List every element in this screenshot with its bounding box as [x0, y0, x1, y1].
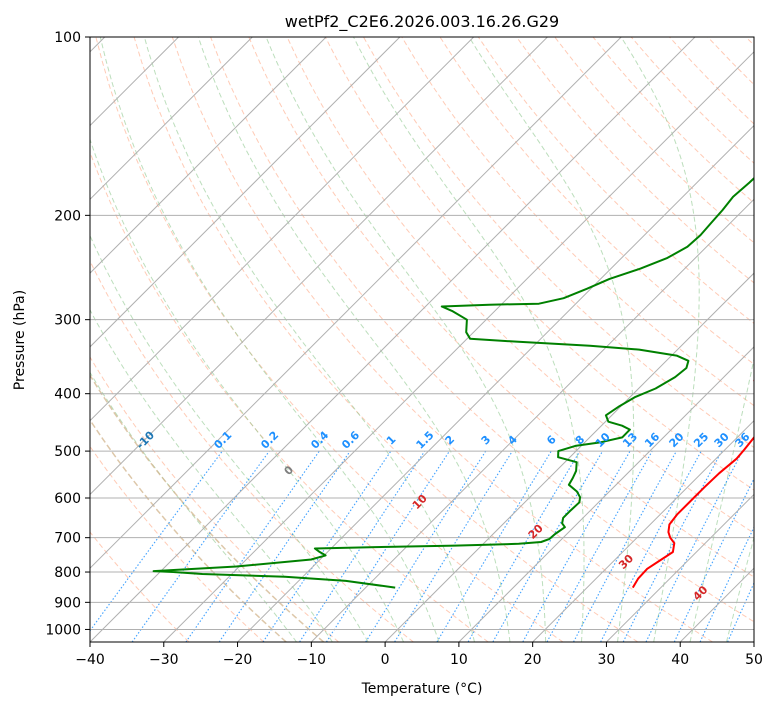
dendritic-growth-lines — [90, 373, 325, 642]
moist-adiabat-line — [197, 37, 511, 642]
dry-adiabat-line — [90, 150, 489, 642]
mixing-ratio-line — [185, 450, 320, 642]
mixing-ratio-line — [573, 450, 677, 642]
dry-adiabat-line — [439, 37, 754, 365]
isotherm-gridline — [90, 37, 548, 496]
y-tick-label: 900 — [54, 595, 81, 611]
moist-adiabat-line — [90, 308, 333, 642]
plot-area — [90, 37, 754, 642]
dry-adiabat-line — [90, 356, 339, 642]
isotherm-gridline — [163, 51, 754, 642]
mixing-ratio-line — [90, 450, 223, 632]
moist-adiabat-line — [726, 535, 754, 642]
y-tick-label: 600 — [54, 491, 81, 507]
dry-adiabat-line — [90, 445, 265, 642]
chart-title: wetPf2_C2E6.2026.003.16.26.G29 — [285, 12, 559, 32]
dry-adiabat-line — [133, 37, 639, 642]
plot-layers: -100-90-80-70-60-50-40-30-20-100.10.20.4… — [90, 37, 754, 642]
moist-adiabat-line — [620, 37, 700, 642]
y-tick-label: 800 — [54, 565, 81, 581]
y-tick-label: 500 — [54, 444, 81, 460]
isotherm-gridline — [90, 37, 622, 569]
x-tick-label: 30 — [598, 652, 616, 668]
x-tick-label: −20 — [223, 652, 253, 668]
sounding-profiles — [152, 176, 754, 589]
isotherm-gridline — [237, 124, 754, 642]
y-tick-label: 700 — [54, 531, 81, 547]
dry-adiabat-line — [516, 37, 754, 284]
mixing-ratio-line — [262, 450, 392, 642]
mixing-ratio-line — [546, 450, 653, 642]
y-axis-title: Pressure (hPa) — [12, 290, 28, 390]
dry-adiabat-line — [248, 37, 754, 578]
moist-adiabat-line — [689, 356, 754, 642]
x-tick-label: 40 — [671, 652, 689, 668]
dry-adiabat-line — [171, 37, 713, 642]
mixing-ratio-line — [436, 450, 552, 642]
isotherm-gridline — [90, 37, 327, 274]
mixing-ratio-line — [325, 450, 450, 642]
moist-adiabats — [90, 37, 754, 642]
moist-adiabat-line — [265, 37, 547, 642]
mixing-ratio-line — [645, 450, 743, 642]
y-tick-label: 1000 — [45, 622, 81, 638]
x-tick-label: 0 — [381, 652, 390, 668]
dry-adiabat-line — [95, 37, 564, 642]
moist-adiabat-line — [90, 234, 369, 642]
mixing-ratio-line — [394, 450, 513, 642]
mixing-ratio-line — [699, 525, 754, 642]
y-tick-label: 100 — [54, 30, 81, 46]
mixing-ratio-line — [600, 450, 702, 642]
mixing-ratio-line — [218, 450, 351, 642]
isotherm-gridline — [90, 37, 401, 348]
skewed-isotherms — [90, 37, 754, 642]
y-tick-label: 400 — [54, 387, 81, 403]
x-tick-label: −10 — [297, 652, 327, 668]
x-axis-title: Temperature (°C) — [361, 681, 483, 697]
x-tick-label: 50 — [745, 652, 763, 668]
isotherm-gridline — [606, 493, 754, 642]
moist-adiabat-line — [468, 37, 635, 642]
x-tick-label: −30 — [149, 652, 179, 668]
moist-adiabat-line — [353, 37, 585, 642]
dendritic-growth-line — [90, 373, 325, 642]
dry-adiabat-line — [401, 37, 754, 407]
plot-frame — [89, 36, 755, 643]
mixing-ratio-line — [299, 450, 426, 642]
isotherm-gridline — [532, 419, 754, 642]
mixing-ratio-line — [727, 581, 754, 642]
moist-adiabat-line — [90, 137, 405, 642]
x-tick-label: 10 — [450, 652, 468, 668]
isotherm-gridline — [384, 272, 754, 642]
isotherm-gridline — [90, 37, 475, 422]
isotherm-gridline — [458, 346, 754, 642]
x-tick-label: −40 — [75, 652, 105, 668]
isotherm-gridline — [310, 198, 754, 642]
isotherm-gridline — [90, 37, 696, 642]
temperature-line — [631, 377, 754, 589]
y-tick-label: 300 — [54, 313, 81, 329]
dry-adiabat-line — [90, 531, 190, 642]
mixing-ratio-line — [522, 450, 631, 642]
moist-adiabat-line — [143, 37, 475, 642]
dry-adiabat-line — [363, 37, 754, 449]
x-tick-label: 20 — [524, 652, 542, 668]
y-tick-label: 200 — [54, 208, 81, 224]
axes: −40 −30 −20 −10 0 10 20 30 40 50 100 200 300 400 500 60… — [45, 30, 763, 668]
isotherm-gridline — [90, 37, 253, 201]
moist-adiabat-line — [99, 37, 440, 642]
mixing-ratio-line — [131, 450, 270, 642]
dewpoint-line — [152, 176, 754, 589]
mixing-ratio-line — [365, 450, 487, 642]
